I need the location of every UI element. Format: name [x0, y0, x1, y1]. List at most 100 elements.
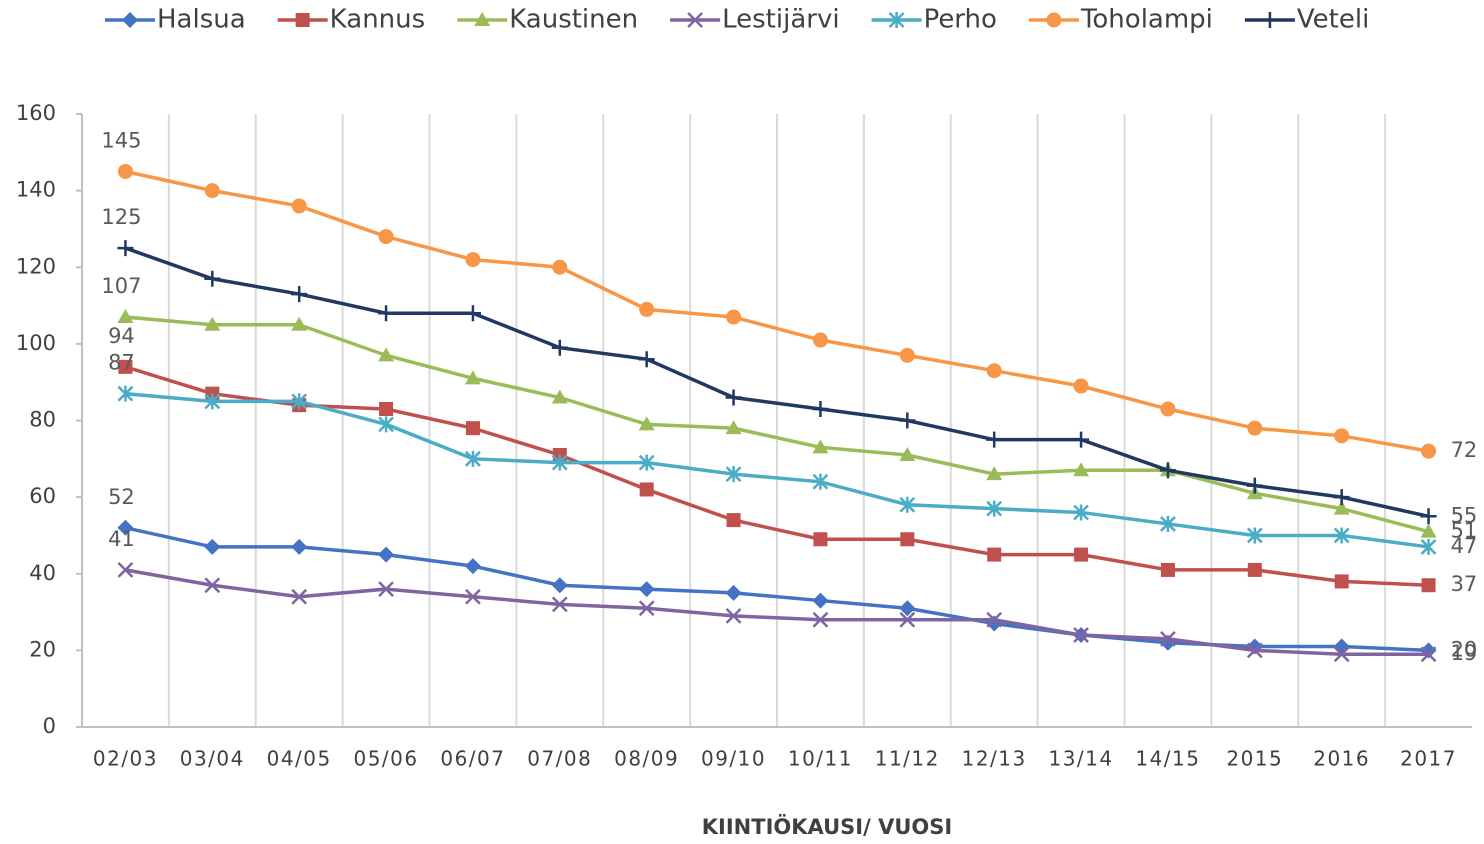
- marker: [1074, 547, 1089, 562]
- marker: [1073, 504, 1089, 521]
- marker: [291, 198, 307, 214]
- marker: [986, 431, 1003, 448]
- marker: [726, 309, 742, 325]
- marker: [474, 12, 491, 26]
- marker: [1046, 12, 1062, 28]
- x-tick-label: 13/14: [1048, 747, 1113, 771]
- marker: [551, 339, 568, 356]
- marker: [1333, 646, 1350, 663]
- data-label: 20: [1451, 637, 1478, 661]
- marker: [118, 359, 133, 374]
- marker: [464, 370, 481, 385]
- marker: [117, 309, 134, 324]
- y-tick-label: 20: [29, 637, 56, 661]
- marker: [812, 473, 829, 490]
- marker: [378, 305, 395, 322]
- legend-label: Perho: [924, 5, 997, 35]
- marker: [117, 562, 134, 578]
- data-label: 87: [108, 351, 135, 375]
- marker: [378, 229, 394, 245]
- marker: [639, 301, 655, 317]
- marker: [464, 305, 481, 322]
- series-line: [125, 391, 1429, 549]
- x-tick-label: 05/06: [353, 747, 418, 771]
- marker: [378, 416, 394, 433]
- legend-label: Kannus: [330, 5, 426, 35]
- marker: [812, 401, 829, 418]
- y-tick-label: 160: [16, 101, 56, 125]
- marker: [900, 532, 915, 547]
- data-label: 55: [1451, 503, 1478, 527]
- marker: [552, 259, 568, 275]
- marker: [987, 547, 1002, 562]
- marker: [986, 500, 1003, 517]
- marker: [899, 496, 916, 513]
- marker: [1334, 428, 1350, 444]
- marker: [204, 183, 220, 199]
- marker: [986, 615, 1003, 632]
- marker: [378, 581, 394, 597]
- marker: [1420, 538, 1437, 555]
- data-label: 37: [1451, 572, 1478, 596]
- marker: [726, 513, 741, 528]
- marker: [899, 446, 916, 461]
- legend-item: Toholampi: [1028, 5, 1213, 35]
- marker: [117, 240, 134, 257]
- x-tick-label: 06/07: [440, 747, 505, 771]
- marker: [204, 577, 221, 594]
- marker: [551, 577, 568, 594]
- series: [118, 359, 1436, 593]
- marker: [638, 454, 655, 471]
- marker: [1333, 500, 1350, 515]
- marker: [1247, 420, 1263, 436]
- legend-item: Veteli: [1244, 5, 1369, 35]
- marker: [813, 532, 828, 547]
- marker: [812, 439, 829, 454]
- marker: [465, 588, 481, 605]
- marker: [1421, 578, 1436, 593]
- marker: [638, 600, 655, 617]
- marker: [291, 538, 308, 555]
- legend-label: Lestijärvi: [722, 5, 839, 35]
- marker: [1247, 562, 1262, 577]
- marker: [117, 385, 134, 402]
- series-line: [124, 246, 1429, 518]
- marker: [117, 519, 134, 536]
- marker: [1073, 378, 1089, 394]
- data-label: 47: [1451, 534, 1478, 558]
- y-tick-label: 40: [29, 561, 56, 585]
- marker: [687, 12, 703, 28]
- x-tick-label: 03/04: [180, 747, 245, 771]
- data-label: 94: [108, 324, 135, 348]
- y-tick-label: 60: [29, 484, 56, 508]
- data-label: 107: [101, 274, 141, 298]
- marker: [291, 393, 308, 410]
- marker: [638, 416, 655, 431]
- marker: [378, 546, 395, 563]
- marker: [291, 588, 308, 605]
- marker: [639, 482, 654, 497]
- x-tick-label: 14/15: [1135, 747, 1200, 771]
- marker: [1333, 527, 1350, 544]
- data-label: 51: [1451, 519, 1478, 543]
- marker: [899, 611, 916, 628]
- marker: [888, 12, 905, 28]
- marker: [204, 270, 221, 287]
- marker: [725, 466, 742, 483]
- marker: [1421, 443, 1437, 459]
- marker: [725, 389, 742, 406]
- x-tick-label: 2016: [1313, 747, 1370, 771]
- data-label: 19: [1451, 641, 1478, 665]
- marker: [1073, 462, 1090, 477]
- marker: [551, 596, 568, 613]
- marker: [379, 402, 394, 417]
- marker: [1420, 642, 1437, 659]
- marker: [122, 12, 138, 28]
- y-tick-label: 80: [29, 408, 56, 432]
- x-tick-label: 12/13: [962, 747, 1027, 771]
- x-tick-label: 09/10: [701, 747, 766, 771]
- marker: [465, 421, 480, 436]
- marker: [638, 581, 655, 598]
- marker: [1334, 574, 1349, 589]
- marker: [986, 363, 1002, 379]
